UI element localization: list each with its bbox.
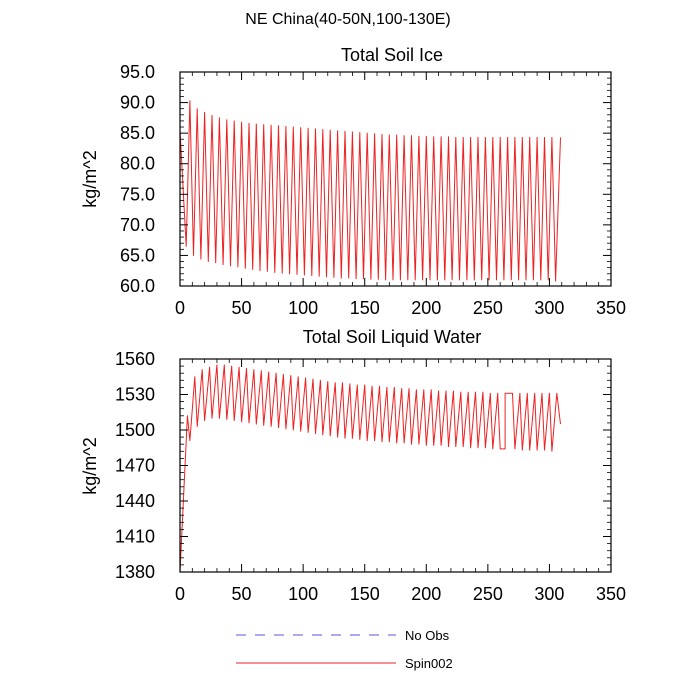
panel-title-soil-ice: Total Soil Ice: [341, 45, 443, 65]
panel-total-soil-liquid-water: Total Soil Liquid Water kg/m^2 0 50 100 150…: [80, 327, 626, 604]
x-tick-label: 0: [175, 584, 185, 604]
legend-label-spin002: Spin002: [405, 656, 453, 671]
x-tick-label: 200: [411, 584, 441, 604]
y-tick-label: 65.0: [120, 245, 155, 265]
figure-title: NE China(40-50N,100-130E): [245, 11, 450, 28]
x-tick-label: 350: [596, 298, 626, 318]
x-tick-label: 100: [288, 584, 318, 604]
y-tick-label: 80.0: [120, 154, 155, 174]
x-tick-label: 50: [232, 584, 252, 604]
y-tick-label: 1560: [115, 349, 155, 369]
x-tick-label: 0: [175, 298, 185, 318]
legend-label-no-obs: No Obs: [405, 628, 450, 643]
y-tick-label: 1380: [115, 562, 155, 582]
x-tick-label: 250: [473, 298, 503, 318]
series-line-spin002: [179, 100, 561, 282]
x-tick-label: 150: [350, 298, 380, 318]
x-tick-label: 350: [596, 584, 626, 604]
x-tick-label: 300: [534, 298, 564, 318]
y-tick-label: 90.0: [120, 93, 155, 113]
x-tick-label: 200: [411, 298, 441, 318]
y-tick-label: 1470: [115, 456, 155, 476]
x-tick-label: 250: [473, 584, 503, 604]
x-tick-label: 300: [534, 584, 564, 604]
plot-frame: [179, 71, 612, 287]
ylabel-soil-ice: kg/m^2: [80, 150, 100, 207]
panel-title-soil-liquid-water: Total Soil Liquid Water: [303, 327, 481, 347]
series-line-spin002: [179, 364, 561, 573]
x-tick-label: 50: [232, 298, 252, 318]
y-tick-label: 75.0: [120, 184, 155, 204]
y-tick-label: 70.0: [120, 215, 155, 235]
panel-total-soil-ice: Total Soil Ice kg/m^2 0 50 100 150 200 250 300…: [80, 45, 626, 318]
x-tick-label: 100: [288, 298, 318, 318]
ylabel-soil-liquid-water: kg/m^2: [80, 437, 100, 494]
x-tick-label: 150: [350, 584, 380, 604]
y-tick-label: 1410: [115, 527, 155, 547]
y-tick-label: 85.0: [120, 123, 155, 143]
y-tick-label: 1440: [115, 491, 155, 511]
y-tick-label: 1530: [115, 385, 155, 405]
legend: No Obs Spin002: [236, 628, 453, 671]
y-tick-label: 1500: [115, 420, 155, 440]
y-tick-label: 95.0: [120, 62, 155, 82]
y-tick-label: 60.0: [120, 276, 155, 296]
